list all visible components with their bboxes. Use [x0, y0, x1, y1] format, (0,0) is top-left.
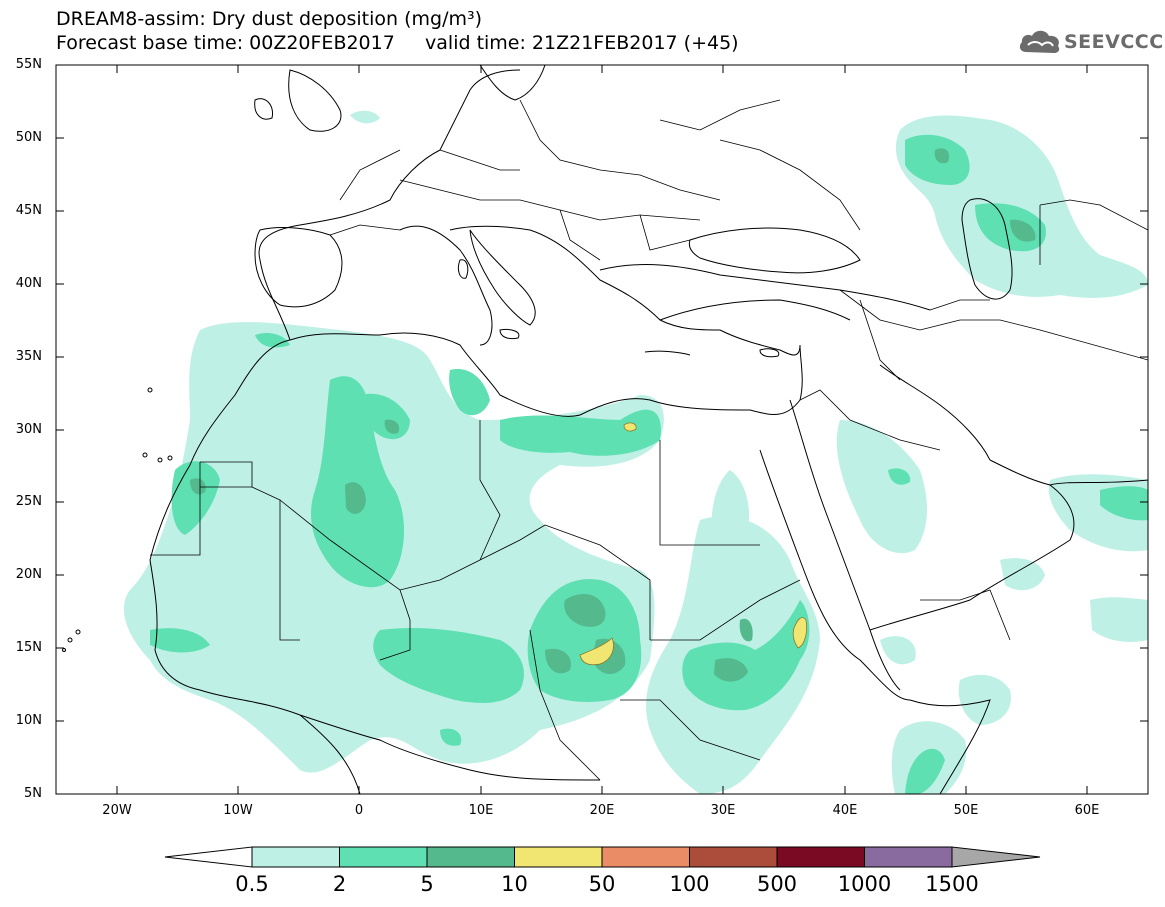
colorbar-label: 50: [588, 872, 616, 896]
lat-label: 25N: [15, 494, 42, 509]
lat-label: 10N: [15, 713, 42, 728]
colorbar-bin-2: [339, 846, 428, 868]
colorbar-label: 5: [420, 872, 434, 896]
logo-text: SEEVCCC: [1064, 31, 1164, 53]
colorbar-label: 0.5: [235, 872, 269, 896]
deposition-shading: [123, 110, 1148, 794]
map-title: DREAM8-assim: Dry dust deposition (mg/m³…: [56, 8, 483, 30]
lon-label: 20E: [589, 803, 615, 818]
colorbar-under-arrow: [164, 846, 253, 868]
forecast-time-subtitle: Forecast base time: 00Z20FEB2017 valid t…: [56, 32, 739, 54]
lat-label: 30N: [15, 422, 42, 437]
lat-label: 55N: [15, 57, 42, 72]
lon-label: 50E: [953, 803, 979, 818]
colorbar-bin-5: [601, 846, 690, 868]
coastlines: [62, 65, 1148, 794]
cloud-logo-icon: [1019, 30, 1060, 53]
colorbar-label: 1500: [925, 872, 979, 896]
lon-label: 0: [354, 803, 364, 818]
lat-label: 15N: [15, 640, 42, 655]
lon-label: 40E: [832, 803, 858, 818]
lat-label: 40N: [15, 276, 42, 291]
colorbar-bin-7: [776, 846, 865, 868]
lat-label: 50N: [15, 130, 42, 145]
colorbar-bin-8: [864, 846, 953, 868]
colorbar-bin-4: [514, 846, 603, 868]
seevccc-logo: SEEVCCC: [1018, 26, 1163, 58]
colorbar-label: 2: [332, 872, 347, 896]
lon-label: 30E: [710, 803, 736, 818]
colorbar-label: 100: [669, 872, 710, 896]
country-borders: [150, 99, 1148, 781]
lon-label: 20W: [102, 803, 132, 818]
lat-label: 45N: [15, 203, 42, 218]
colorbar-label: 10: [501, 872, 528, 896]
lon-label: 10W: [223, 803, 253, 818]
lat-label: 35N: [15, 349, 42, 364]
colorbar-bin-1: [251, 846, 340, 868]
lat-label: 20N: [15, 567, 42, 582]
colorbar-over-arrow: [951, 846, 1041, 868]
colorbar-bin-3: [426, 846, 515, 868]
lat-label: 5N: [24, 786, 42, 801]
colorbar-bin-6: [689, 846, 778, 868]
colorbar-label: 500: [756, 872, 798, 896]
lon-label: 10E: [468, 803, 494, 818]
colorbar-label: 1000: [837, 872, 892, 896]
lon-label: 60E: [1074, 803, 1100, 818]
colorbar: [164, 846, 1041, 868]
axis-ticks: [56, 64, 1148, 794]
